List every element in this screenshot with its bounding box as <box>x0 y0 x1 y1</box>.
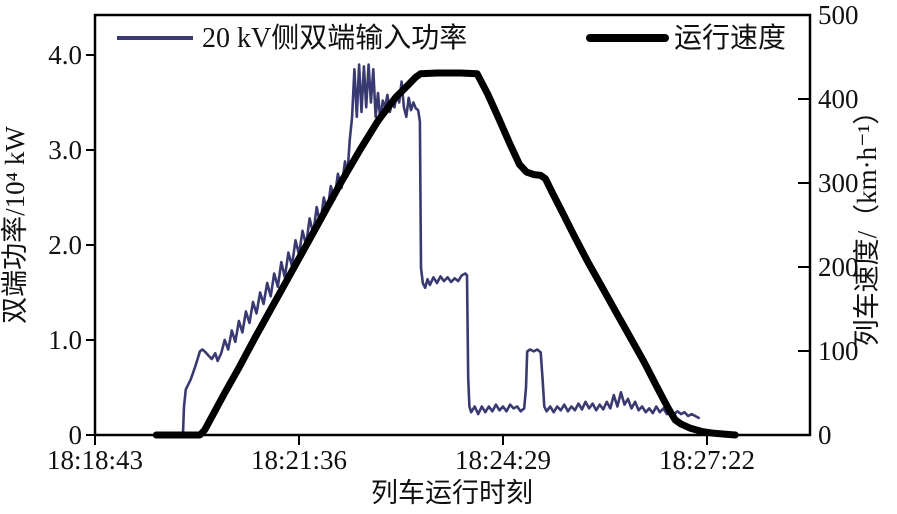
y-right-tick-label: 400 <box>818 84 859 114</box>
y-axis-right-title: 列车速度/（km·h⁻¹） <box>852 98 882 347</box>
y-axis-right-ticks: 0 100 200 300 400 500 <box>798 0 859 450</box>
speed-legend-label: 运行速度 <box>674 22 786 54</box>
y-right-tick-label: 0 <box>818 420 832 450</box>
x-tick-label: 18:27:22 <box>659 445 755 475</box>
x-axis-ticks: 18:18:43 18:21:36 18:24:29 18:27:22 <box>47 435 755 475</box>
power-legend-label: 20 kV侧双端输入功率 <box>202 22 467 54</box>
x-tick-label: 18:24:29 <box>455 445 551 475</box>
y-left-tick-label: 4.0 <box>48 40 82 70</box>
y-left-tick-label: 1.0 <box>48 325 82 355</box>
x-tick-label: 18:18:43 <box>47 445 143 475</box>
y-left-tick-label: 3.0 <box>48 135 82 165</box>
speed-series-line <box>152 69 739 439</box>
y-right-tick-label: 500 <box>818 0 859 30</box>
y-right-tick-label: 200 <box>818 252 859 282</box>
plot-border <box>93 13 812 437</box>
y-right-tick-label: 300 <box>818 168 859 198</box>
x-axis-title: 列车运行时刻 <box>371 478 533 508</box>
y-left-tick-label: 0 <box>69 420 83 450</box>
y-left-tick-label: 2.0 <box>48 230 82 260</box>
y-right-tick-label: 100 <box>818 336 859 366</box>
legend: 20 kV侧双端输入功率 运行速度 <box>117 22 786 54</box>
power-series-line <box>181 63 700 435</box>
y-axis-left-ticks: 0 1.0 2.0 3.0 4.0 <box>48 40 95 450</box>
x-tick-label: 18:21:36 <box>251 445 347 475</box>
y-axis-left-title: 双端功率/10⁴ kW <box>0 126 30 324</box>
series-group <box>152 63 739 439</box>
